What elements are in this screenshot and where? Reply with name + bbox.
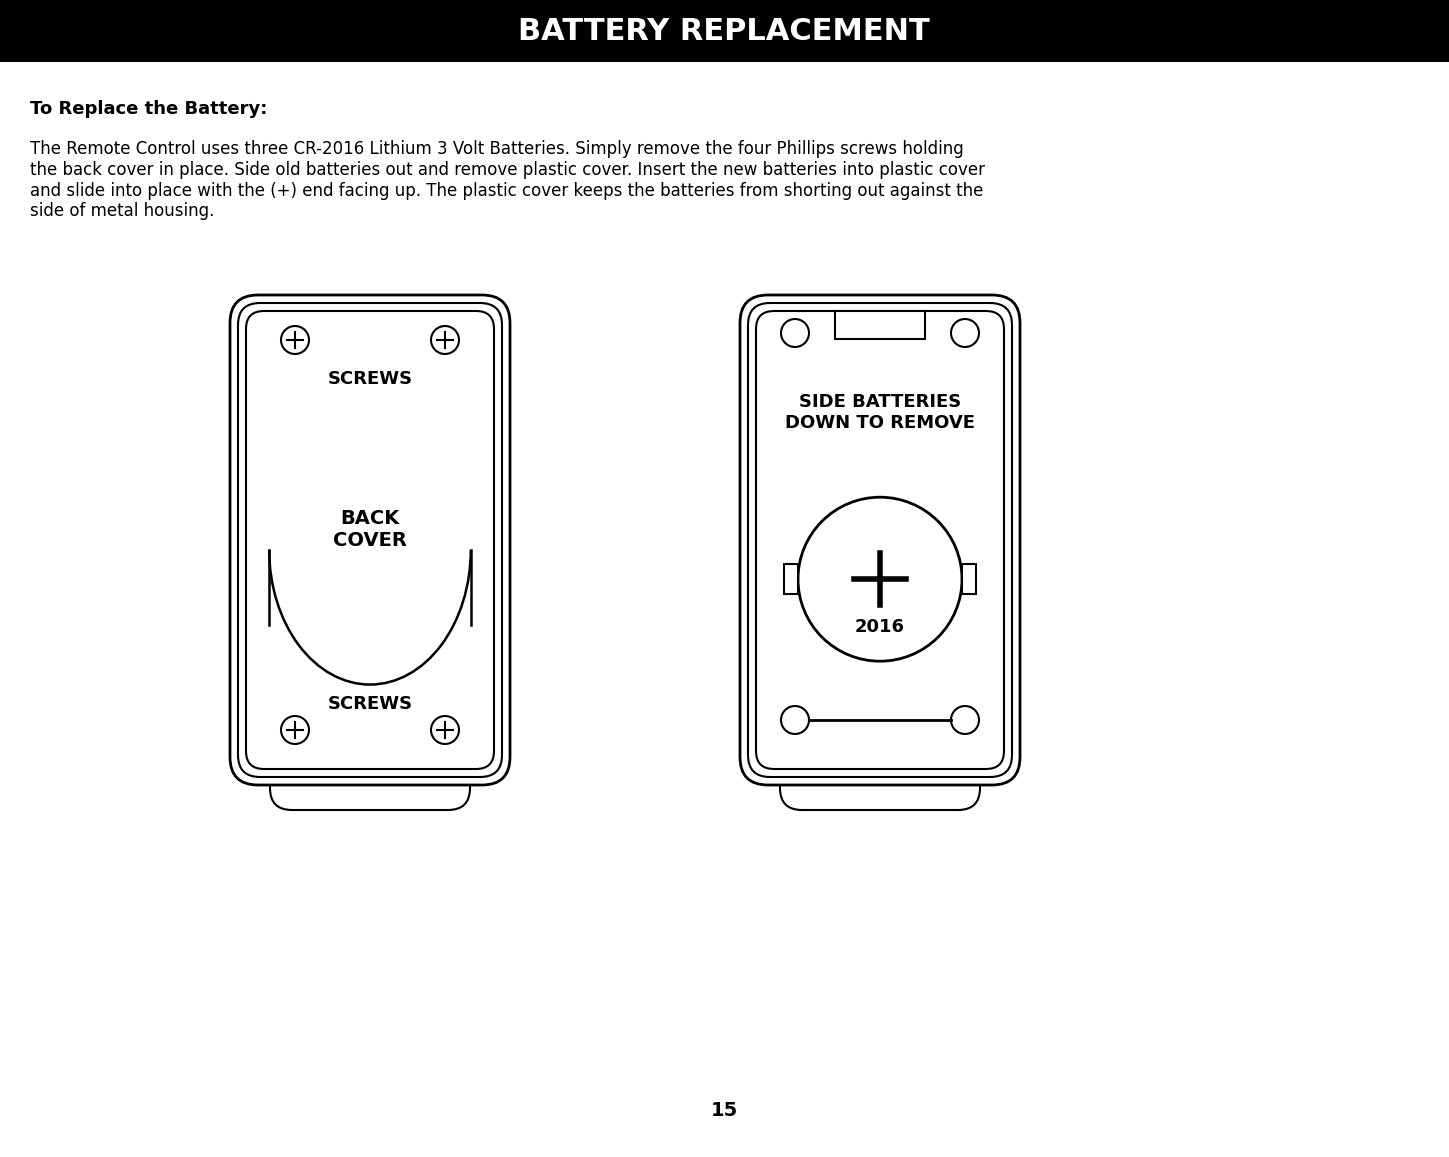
Bar [962,565,977,595]
FancyBboxPatch shape [246,311,494,769]
Bar [835,311,924,339]
Text: 2016: 2016 [855,618,906,636]
Text: BATTERY REPLACEMENT: BATTERY REPLACEMENT [519,16,930,45]
Text: To Replace the Battery:: To Replace the Battery: [30,100,268,118]
FancyBboxPatch shape [748,303,1011,778]
Circle shape [781,706,809,734]
Circle shape [430,716,459,744]
Text: SIDE BATTERIES
DOWN TO REMOVE: SIDE BATTERIES DOWN TO REMOVE [785,393,975,433]
FancyBboxPatch shape [0,0,1449,62]
FancyBboxPatch shape [270,756,469,810]
Text: The Remote Control uses three CR-2016 Lithium 3 Volt Batteries. Simply remove th: The Remote Control uses three CR-2016 Li… [30,140,985,220]
Circle shape [281,716,309,744]
Text: 15: 15 [710,1100,738,1120]
Circle shape [281,326,309,354]
Circle shape [951,706,980,734]
FancyBboxPatch shape [230,295,510,784]
FancyBboxPatch shape [780,756,980,810]
Circle shape [430,326,459,354]
Circle shape [781,319,809,347]
FancyBboxPatch shape [756,311,1004,769]
Text: BACK
COVER: BACK COVER [333,509,407,551]
Text: SCREWS: SCREWS [327,695,413,713]
FancyBboxPatch shape [740,295,1020,784]
Circle shape [951,319,980,347]
Bar [784,565,798,595]
FancyBboxPatch shape [238,303,501,778]
Text: SCREWS: SCREWS [327,370,413,388]
Circle shape [798,498,962,661]
